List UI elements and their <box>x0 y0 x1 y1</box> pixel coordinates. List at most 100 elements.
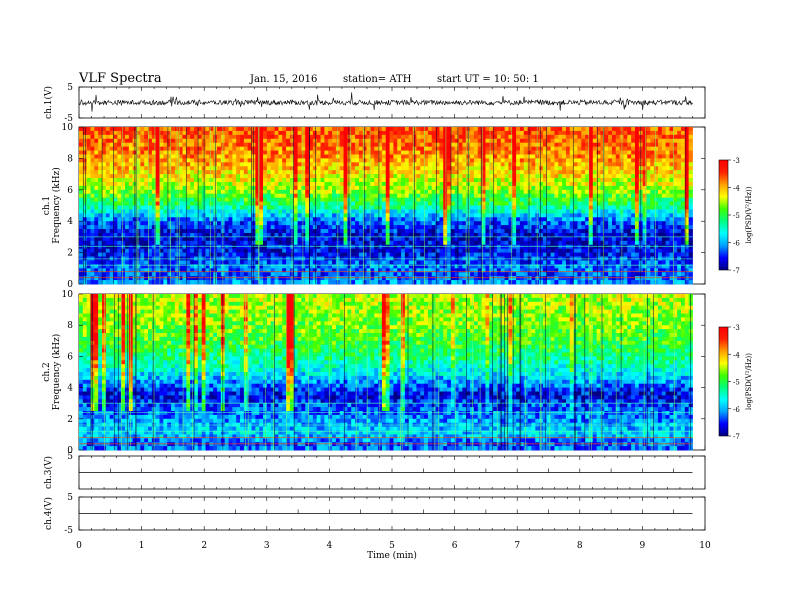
spectrogram-cell <box>148 229 153 234</box>
spectrogram-cell <box>255 225 260 230</box>
spectrogram-cell <box>167 174 172 179</box>
spectrogram-cell <box>121 248 126 254</box>
spectrogram-cell <box>324 205 329 210</box>
spectrogram-cell <box>431 244 436 250</box>
spectrogram-cell <box>247 260 252 265</box>
spectrogram-cell <box>197 248 203 254</box>
spectrogram-cell <box>424 264 429 269</box>
spectrogram-cell <box>320 252 325 257</box>
spectrogram-cell <box>94 280 99 285</box>
spectrogram-cell <box>86 174 91 179</box>
spectrogram-cell <box>293 260 298 265</box>
spectrogram-cell <box>309 170 314 175</box>
spectrogram-cell <box>159 276 164 281</box>
spectrogram-cell <box>125 189 130 195</box>
spectrogram-cell <box>278 229 283 234</box>
spectrogram-cell <box>263 174 268 179</box>
spectrogram-cell <box>136 217 141 222</box>
spectrogram-cell <box>458 260 463 265</box>
spectrogram-cell <box>374 225 379 230</box>
spectrogram-cell <box>263 280 268 285</box>
spectrogram-cell <box>408 178 413 183</box>
spectrogram-cell <box>205 280 210 285</box>
spectrogram-cell <box>224 158 229 163</box>
spectrogram-cell <box>247 174 252 179</box>
spectrogram-cell <box>420 260 425 265</box>
spectrogram-cell <box>477 166 482 171</box>
spectrogram-cell <box>79 197 84 202</box>
spectrogram-cell <box>450 181 456 187</box>
spectrogram-cell <box>190 170 195 175</box>
spectrogram-cell <box>458 127 463 132</box>
spectrogram-cell <box>102 260 107 265</box>
spectrogram-cell <box>236 260 241 265</box>
spectrogram-cell <box>355 127 360 132</box>
spectrogram-cell <box>255 197 260 202</box>
spectrogram-cell <box>224 272 229 277</box>
spectrogram-cell <box>485 174 490 179</box>
spectrogram-cell <box>358 181 364 187</box>
spectrogram-cell <box>401 244 406 250</box>
spectrogram-cell <box>339 252 344 257</box>
spectrogram-cell <box>374 142 379 148</box>
spectrogram-cell <box>148 158 153 163</box>
spectrogram-cell <box>477 232 482 238</box>
spectrogram-cell <box>378 213 383 218</box>
spectrogram-cell <box>182 138 187 144</box>
spectrogram-cell <box>493 252 498 257</box>
spectrogram-cell <box>328 158 333 163</box>
spectrogram-cell <box>255 229 260 234</box>
spectrogram-cell <box>454 225 459 230</box>
spectrogram-cell <box>397 134 402 140</box>
spectrogram-cell <box>435 221 440 226</box>
spectrogram-cell <box>102 232 107 238</box>
spectrogram-cell <box>178 127 183 132</box>
spectrogram-cell <box>286 268 291 273</box>
spectrogram-cell <box>401 225 406 230</box>
spectrogram-cell <box>98 142 103 148</box>
spectrogram-cell <box>178 213 183 218</box>
spectrogram-cell <box>128 232 134 238</box>
spectrogram-cell <box>159 146 164 151</box>
spectrogram-cell <box>140 158 145 163</box>
spectrogram-cell <box>473 178 479 183</box>
spectrogram-cell <box>343 201 348 206</box>
spectrogram-cell <box>297 260 302 265</box>
spectrogram-cell <box>420 209 425 214</box>
spectrogram-cell <box>82 158 88 163</box>
spectrogram-cell <box>190 127 195 132</box>
spectrogram-cell <box>443 232 448 238</box>
spectrogram-cell <box>473 221 479 226</box>
spectrogram-cell <box>259 229 264 234</box>
spectrogram-cell <box>496 174 502 179</box>
spectrogram-cell <box>358 150 364 155</box>
spectrogram-cell <box>182 130 187 136</box>
spectrogram-cell <box>458 193 463 199</box>
spectrogram-cell <box>489 146 494 151</box>
spectrogram-cell <box>117 240 122 246</box>
spectrogram-cell <box>178 268 183 273</box>
spectrogram-cell <box>408 244 413 250</box>
spectrogram-cell <box>381 181 387 187</box>
spectrogram-cell <box>243 189 249 195</box>
spectrogram-cell <box>343 185 348 191</box>
spectrogram-cell <box>274 217 279 222</box>
spectrogram-cell <box>86 225 91 230</box>
spectrogram-cell <box>370 232 375 238</box>
spectrogram-cell <box>224 185 229 191</box>
spectrogram-cell <box>477 225 482 230</box>
spectrogram-cell <box>259 244 264 250</box>
spectrogram-cell <box>243 205 249 210</box>
spectrogram-cell <box>236 213 241 218</box>
spectrogram-cell <box>228 240 233 246</box>
spectrogram-cell <box>167 232 172 238</box>
spectrogram-cell <box>485 276 490 281</box>
spectrogram-cell <box>378 244 383 250</box>
spectrogram-cell <box>282 201 287 206</box>
spectrogram-cell <box>439 181 444 187</box>
spectrogram-cell <box>454 130 459 136</box>
spectrogram-cell <box>378 240 383 246</box>
spectrogram-cell <box>351 166 356 171</box>
spectrogram-cell <box>113 280 118 285</box>
spectrogram-cell <box>194 166 199 171</box>
